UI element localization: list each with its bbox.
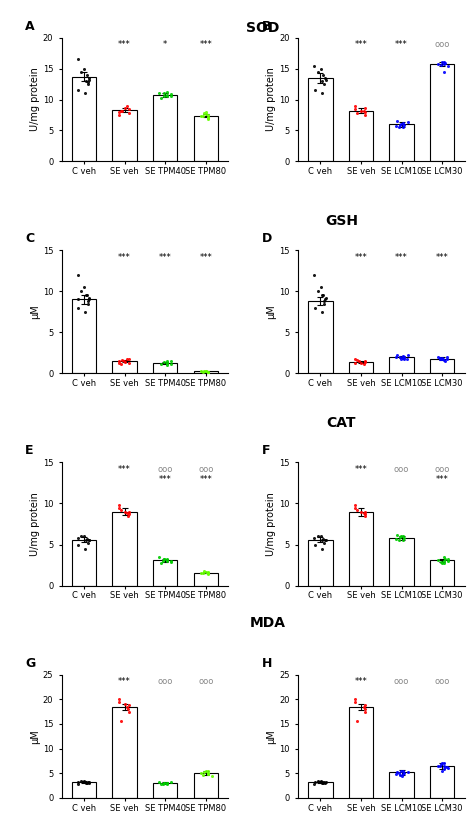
Text: ***: ***: [118, 40, 131, 50]
Bar: [308, 78, 333, 161]
Bar: [193, 116, 218, 161]
Bar: [349, 111, 373, 161]
Bar: [390, 357, 414, 374]
Text: ooo: ooo: [198, 677, 213, 686]
Text: ***: ***: [436, 475, 448, 484]
Text: G: G: [25, 657, 35, 669]
Y-axis label: U/mg protein: U/mg protein: [30, 67, 40, 131]
Text: ooo: ooo: [394, 465, 409, 474]
Bar: [112, 361, 137, 374]
Text: *: *: [163, 40, 167, 50]
Text: ***: ***: [395, 253, 408, 261]
Bar: [390, 538, 414, 585]
Text: ooo: ooo: [435, 465, 450, 474]
Text: ***: ***: [355, 253, 367, 261]
Bar: [153, 783, 177, 798]
Y-axis label: μM: μM: [266, 304, 276, 319]
Text: MDA: MDA: [250, 616, 286, 630]
Bar: [72, 76, 96, 161]
Bar: [72, 539, 96, 585]
Y-axis label: μM: μM: [266, 729, 276, 743]
Text: ooo: ooo: [157, 677, 173, 686]
Text: ooo: ooo: [198, 465, 213, 474]
Text: ***: ***: [200, 40, 212, 50]
Text: ***: ***: [355, 40, 367, 50]
Text: B: B: [261, 20, 271, 33]
Bar: [193, 371, 218, 374]
Text: ***: ***: [159, 253, 172, 261]
Bar: [72, 299, 96, 374]
Text: ***: ***: [118, 465, 131, 474]
Text: ***: ***: [159, 475, 172, 484]
Bar: [153, 560, 177, 585]
Bar: [349, 362, 373, 374]
Text: ooo: ooo: [394, 677, 409, 686]
Text: ***: ***: [395, 40, 408, 50]
Bar: [430, 65, 455, 161]
Text: D: D: [261, 232, 272, 245]
Bar: [112, 706, 137, 798]
Text: C: C: [25, 232, 34, 245]
Text: ***: ***: [355, 465, 367, 474]
Text: CAT: CAT: [327, 416, 356, 430]
Text: ooo: ooo: [435, 677, 450, 686]
Bar: [390, 124, 414, 161]
Bar: [349, 512, 373, 585]
Bar: [308, 301, 333, 374]
Text: ***: ***: [200, 475, 212, 484]
Bar: [112, 110, 137, 161]
Bar: [430, 560, 455, 585]
Y-axis label: U/mg protein: U/mg protein: [266, 492, 276, 556]
Text: ooo: ooo: [435, 40, 450, 50]
Bar: [308, 539, 333, 585]
Bar: [153, 95, 177, 161]
Bar: [390, 772, 414, 798]
Bar: [430, 359, 455, 374]
Bar: [193, 573, 218, 585]
Text: ***: ***: [436, 253, 448, 261]
Text: ***: ***: [200, 253, 212, 261]
Text: ***: ***: [118, 253, 131, 261]
Text: E: E: [25, 444, 34, 458]
Text: H: H: [261, 657, 272, 669]
Y-axis label: U/mg protein: U/mg protein: [30, 492, 40, 556]
Text: ***: ***: [355, 677, 367, 686]
Text: A: A: [25, 20, 35, 33]
Bar: [72, 782, 96, 798]
Text: ***: ***: [118, 677, 131, 686]
Text: ooo: ooo: [157, 465, 173, 474]
Bar: [308, 782, 333, 798]
Y-axis label: U/mg protein: U/mg protein: [266, 67, 276, 131]
Text: F: F: [261, 444, 270, 458]
Y-axis label: μM: μM: [30, 729, 40, 743]
Bar: [430, 766, 455, 798]
Bar: [112, 512, 137, 585]
Bar: [153, 363, 177, 374]
Y-axis label: μM: μM: [30, 304, 40, 319]
Text: GSH: GSH: [325, 214, 358, 228]
Bar: [193, 774, 218, 798]
Bar: [349, 706, 373, 798]
Text: SOD: SOD: [246, 21, 280, 35]
